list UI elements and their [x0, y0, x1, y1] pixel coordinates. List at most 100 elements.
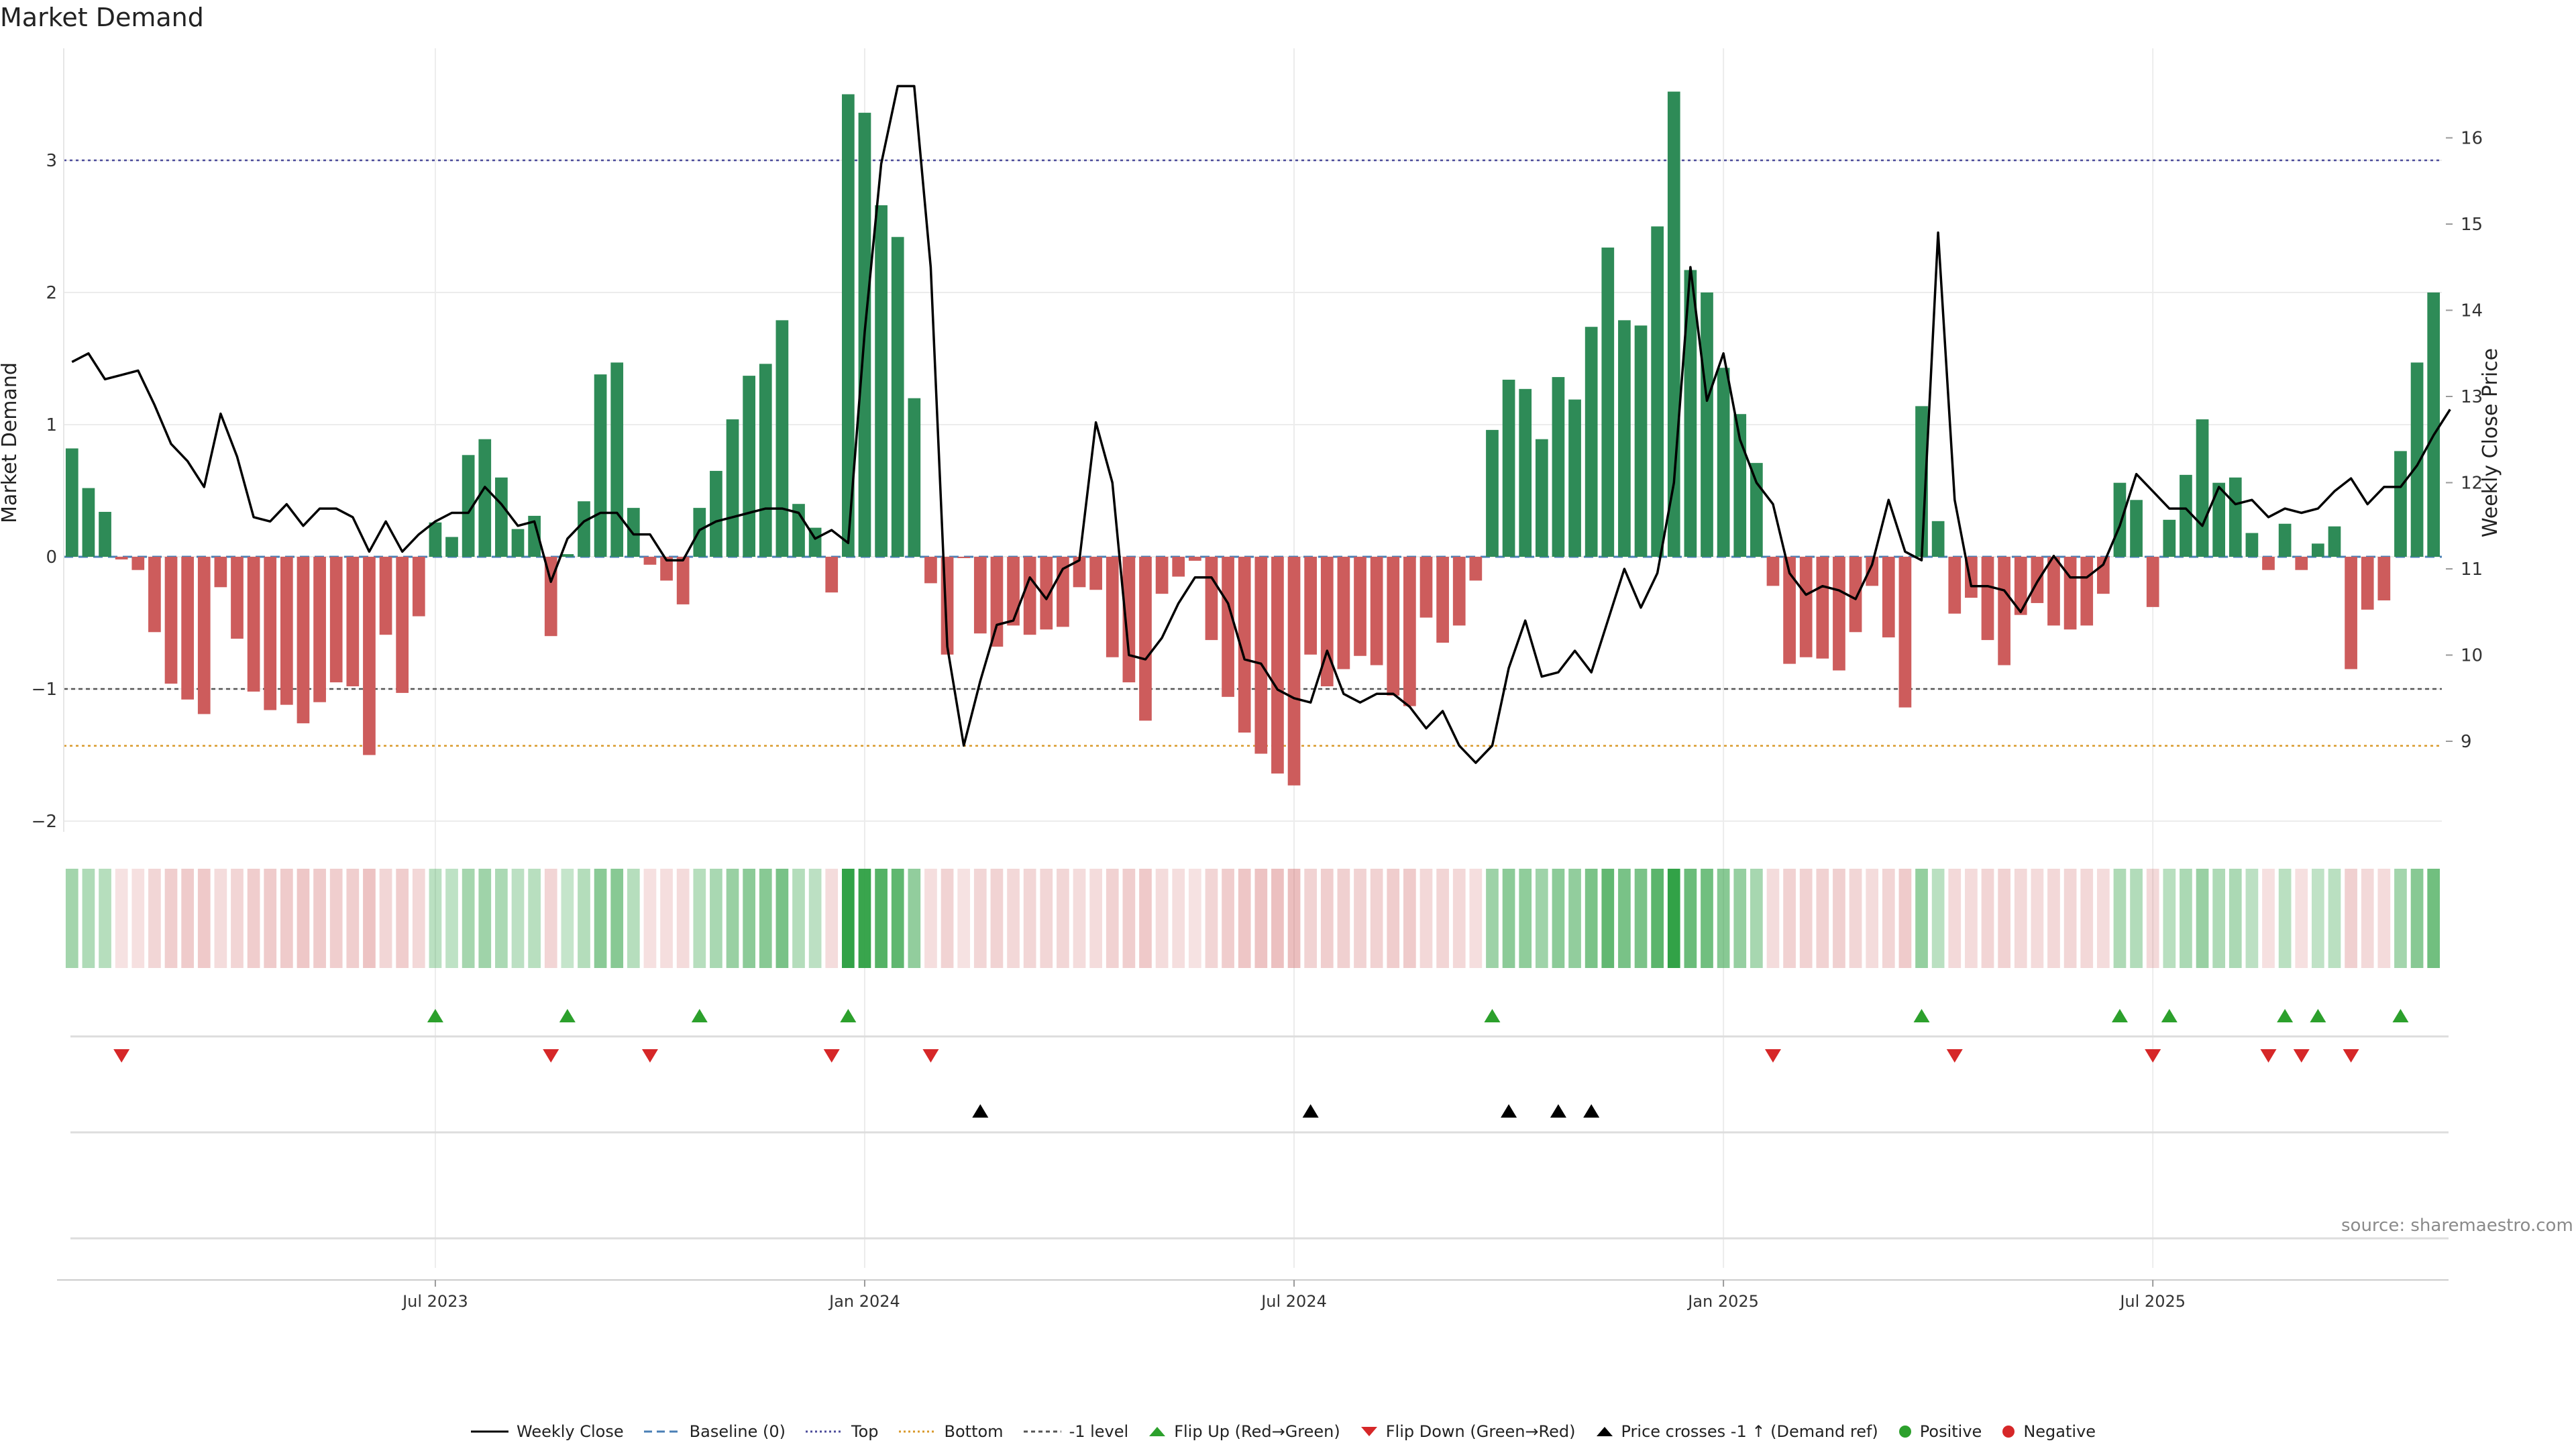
- heat-cell: [65, 869, 78, 968]
- heat-cell: [1799, 869, 1813, 968]
- x-tick-label: Jan 2024: [828, 1292, 900, 1311]
- heat-cell: [1766, 869, 1780, 968]
- demand-bar: [511, 529, 525, 557]
- flip-markers-panel: [70, 1009, 2449, 1063]
- demand-bar: [1998, 557, 2010, 665]
- demand-bar: [1419, 557, 1433, 618]
- demand-bar: [2063, 557, 2077, 630]
- demand-bar: [2245, 533, 2259, 557]
- heat-cell: [478, 869, 492, 968]
- price-cross-marker: [1302, 1104, 1319, 1118]
- heat-cell: [842, 869, 855, 968]
- heat-cell: [429, 869, 442, 968]
- legend-bottom-swatch: [898, 1430, 936, 1433]
- flip-down-marker: [2293, 1049, 2310, 1063]
- heat-cell: [660, 869, 673, 968]
- heat-cell: [1320, 869, 1334, 968]
- demand-bar: [1304, 557, 1318, 655]
- flip-down-marker: [2260, 1049, 2277, 1063]
- demand-bar: [842, 94, 855, 557]
- heat-cell: [710, 869, 722, 968]
- demand-bar: [2295, 557, 2308, 570]
- demand-bar: [908, 398, 921, 557]
- x-tick-label: Jul 2025: [2118, 1292, 2186, 1311]
- heat-cell: [2427, 869, 2440, 968]
- heat-cell: [2096, 869, 2110, 968]
- heat-cell: [891, 869, 904, 968]
- heat-cell: [2295, 869, 2308, 968]
- heat-cell: [1634, 869, 1648, 968]
- heat-cell: [1205, 869, 1218, 968]
- chart-title: Market Demand: [0, 3, 204, 32]
- heat-cell: [990, 869, 1004, 968]
- heat-cell: [1651, 869, 1664, 968]
- demand-bar: [329, 557, 343, 683]
- heat-cell: [1387, 869, 1400, 968]
- heat-cell: [676, 869, 690, 968]
- heat-cell: [1436, 869, 1449, 968]
- heat-cell: [1717, 869, 1730, 968]
- flip-up-marker: [2111, 1009, 2128, 1022]
- x-tick-label: Jul 2024: [1260, 1292, 1327, 1311]
- demand-bar: [578, 501, 590, 557]
- heat-cell: [2212, 869, 2226, 968]
- demand-bar: [1139, 557, 1152, 721]
- heat-cell: [1419, 869, 1433, 968]
- legend-bottom-label: Bottom: [944, 1422, 1004, 1441]
- y2-tick-label: 9: [2461, 732, 2472, 752]
- demand-bar: [2262, 557, 2275, 570]
- heat-cell: [1585, 869, 1598, 968]
- legend-positive-label: Positive: [1919, 1422, 1982, 1441]
- heat-cell: [1469, 869, 1483, 968]
- heat-cell: [1304, 869, 1318, 968]
- demand-bar: [1552, 377, 1565, 557]
- demand-bar: [346, 557, 360, 687]
- demand-bar: [181, 557, 194, 700]
- heat-cell: [924, 869, 937, 968]
- heat-cell: [445, 869, 458, 968]
- demand-bar: [445, 537, 458, 557]
- demand-bar: [1387, 557, 1400, 696]
- heat-cell: [1866, 869, 1879, 968]
- flip-up-marker: [840, 1009, 857, 1022]
- heat-cell: [2163, 869, 2176, 968]
- legend-baseline-label: Baseline (0): [689, 1422, 786, 1441]
- heat-cell: [2361, 869, 2374, 968]
- demand-bar: [1436, 557, 1449, 643]
- heat-cell: [1254, 869, 1268, 968]
- heat-cell: [825, 869, 839, 968]
- heat-cell: [131, 869, 145, 968]
- heat-cell: [2229, 869, 2242, 968]
- flip-down-marker: [113, 1049, 130, 1063]
- heat-cell: [726, 869, 739, 968]
- demand-bar: [1188, 557, 1201, 561]
- heat-cell: [2146, 869, 2159, 968]
- legend-positive: Positive: [1897, 1422, 1982, 1441]
- heat-cell: [313, 869, 326, 968]
- y2-axis-label: Weekly Close Price: [2479, 348, 2502, 537]
- heat-cell: [1188, 869, 1201, 968]
- legend-baseline: Baseline (0): [643, 1422, 786, 1441]
- legend-flip-up: Flip Up (Red→Green): [1147, 1422, 1340, 1441]
- heat-cell: [2031, 869, 2044, 968]
- demand-bar: [726, 419, 739, 557]
- heat-cell: [1007, 869, 1020, 968]
- demand-bar: [1172, 557, 1185, 577]
- legend-top-label: Top: [851, 1422, 879, 1441]
- flip-up-marker: [427, 1009, 443, 1022]
- legend-top: Top: [804, 1422, 879, 1441]
- demand-bar: [528, 515, 541, 557]
- demand-bar: [561, 554, 574, 557]
- heat-cell: [511, 869, 525, 968]
- heat-cell: [1057, 869, 1069, 968]
- flip-up-icon: [1149, 1427, 1166, 1436]
- demand-bar: [1354, 557, 1366, 656]
- heat-cell: [1271, 869, 1284, 968]
- demand-bar: [2278, 523, 2292, 557]
- heat-cell: [1403, 869, 1416, 968]
- y2-tick-label: 15: [2461, 215, 2483, 235]
- legend-bottom: Bottom: [898, 1422, 1004, 1441]
- demand-bar: [2180, 474, 2192, 557]
- heat-cell: [759, 869, 772, 968]
- demand-bar: [148, 557, 161, 633]
